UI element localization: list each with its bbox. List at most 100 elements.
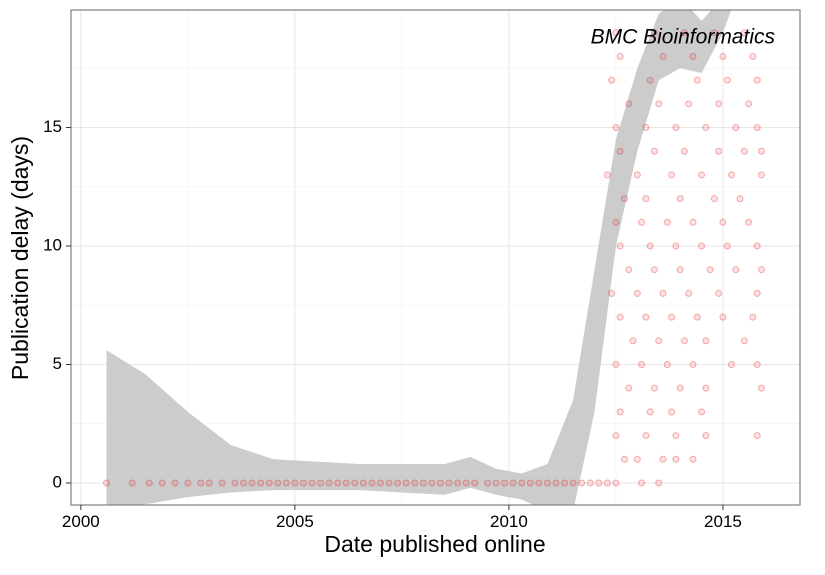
point [518, 479, 526, 487]
point [526, 479, 534, 487]
point [274, 479, 282, 487]
point [419, 479, 427, 487]
point [197, 479, 205, 487]
point [608, 76, 616, 84]
point [693, 313, 701, 321]
point [612, 218, 620, 226]
points-layer [103, 29, 765, 487]
point [218, 479, 226, 487]
point [612, 124, 620, 132]
point [753, 124, 761, 132]
point [620, 195, 628, 203]
point [668, 171, 676, 179]
point [659, 289, 667, 297]
point [595, 479, 603, 487]
point [672, 124, 680, 132]
point [685, 289, 693, 297]
point [646, 242, 654, 250]
grid [71, 10, 800, 505]
point [291, 479, 299, 487]
point [612, 29, 620, 37]
y-tick-label: 15 [43, 117, 62, 136]
point [680, 337, 688, 345]
point [680, 147, 688, 155]
point [552, 479, 560, 487]
point [411, 479, 419, 487]
point [317, 479, 325, 487]
point [689, 52, 697, 60]
point [650, 29, 658, 37]
point [342, 479, 350, 487]
point [299, 479, 307, 487]
y-axis-title: Publication delay (days) [7, 136, 33, 380]
point [680, 29, 688, 37]
point [672, 242, 680, 250]
point [693, 76, 701, 84]
x-axis-title: Date published online [324, 531, 545, 557]
point [689, 218, 697, 226]
point [757, 147, 765, 155]
point [728, 171, 736, 179]
point [561, 479, 569, 487]
point [484, 479, 492, 487]
point [103, 479, 111, 487]
point [728, 360, 736, 368]
point [205, 479, 213, 487]
y-tick-label: 0 [53, 472, 62, 491]
point [184, 479, 192, 487]
point [629, 337, 637, 345]
point [745, 218, 753, 226]
point [698, 408, 706, 416]
point [650, 266, 658, 274]
plot-border [70, 9, 801, 506]
point [128, 479, 136, 487]
point [655, 479, 663, 487]
point [633, 455, 641, 463]
point [385, 479, 393, 487]
point [753, 289, 761, 297]
y-tick-label: 10 [43, 235, 62, 254]
point [672, 432, 680, 440]
point [616, 147, 624, 155]
point [698, 242, 706, 250]
point [719, 218, 727, 226]
point [710, 29, 718, 37]
point [535, 479, 543, 487]
point [723, 242, 731, 250]
point [462, 479, 470, 487]
point [706, 266, 714, 274]
point [753, 242, 761, 250]
point [616, 52, 624, 60]
point [659, 455, 667, 463]
point [719, 52, 727, 60]
point [638, 479, 646, 487]
point [612, 360, 620, 368]
point [633, 171, 641, 179]
point [659, 52, 667, 60]
point [685, 100, 693, 108]
point [359, 479, 367, 487]
point [732, 266, 740, 274]
point [676, 384, 684, 392]
point [650, 384, 658, 392]
point [646, 76, 654, 84]
point [719, 313, 727, 321]
point [325, 479, 333, 487]
point [715, 289, 723, 297]
point [436, 479, 444, 487]
point [308, 479, 316, 487]
point [351, 479, 359, 487]
point [625, 384, 633, 392]
point [492, 479, 500, 487]
point [642, 195, 650, 203]
point [454, 479, 462, 487]
point [586, 479, 594, 487]
point [257, 479, 265, 487]
point [334, 479, 342, 487]
point [569, 479, 577, 487]
point [638, 218, 646, 226]
point [501, 479, 509, 487]
point [715, 147, 723, 155]
point [642, 124, 650, 132]
